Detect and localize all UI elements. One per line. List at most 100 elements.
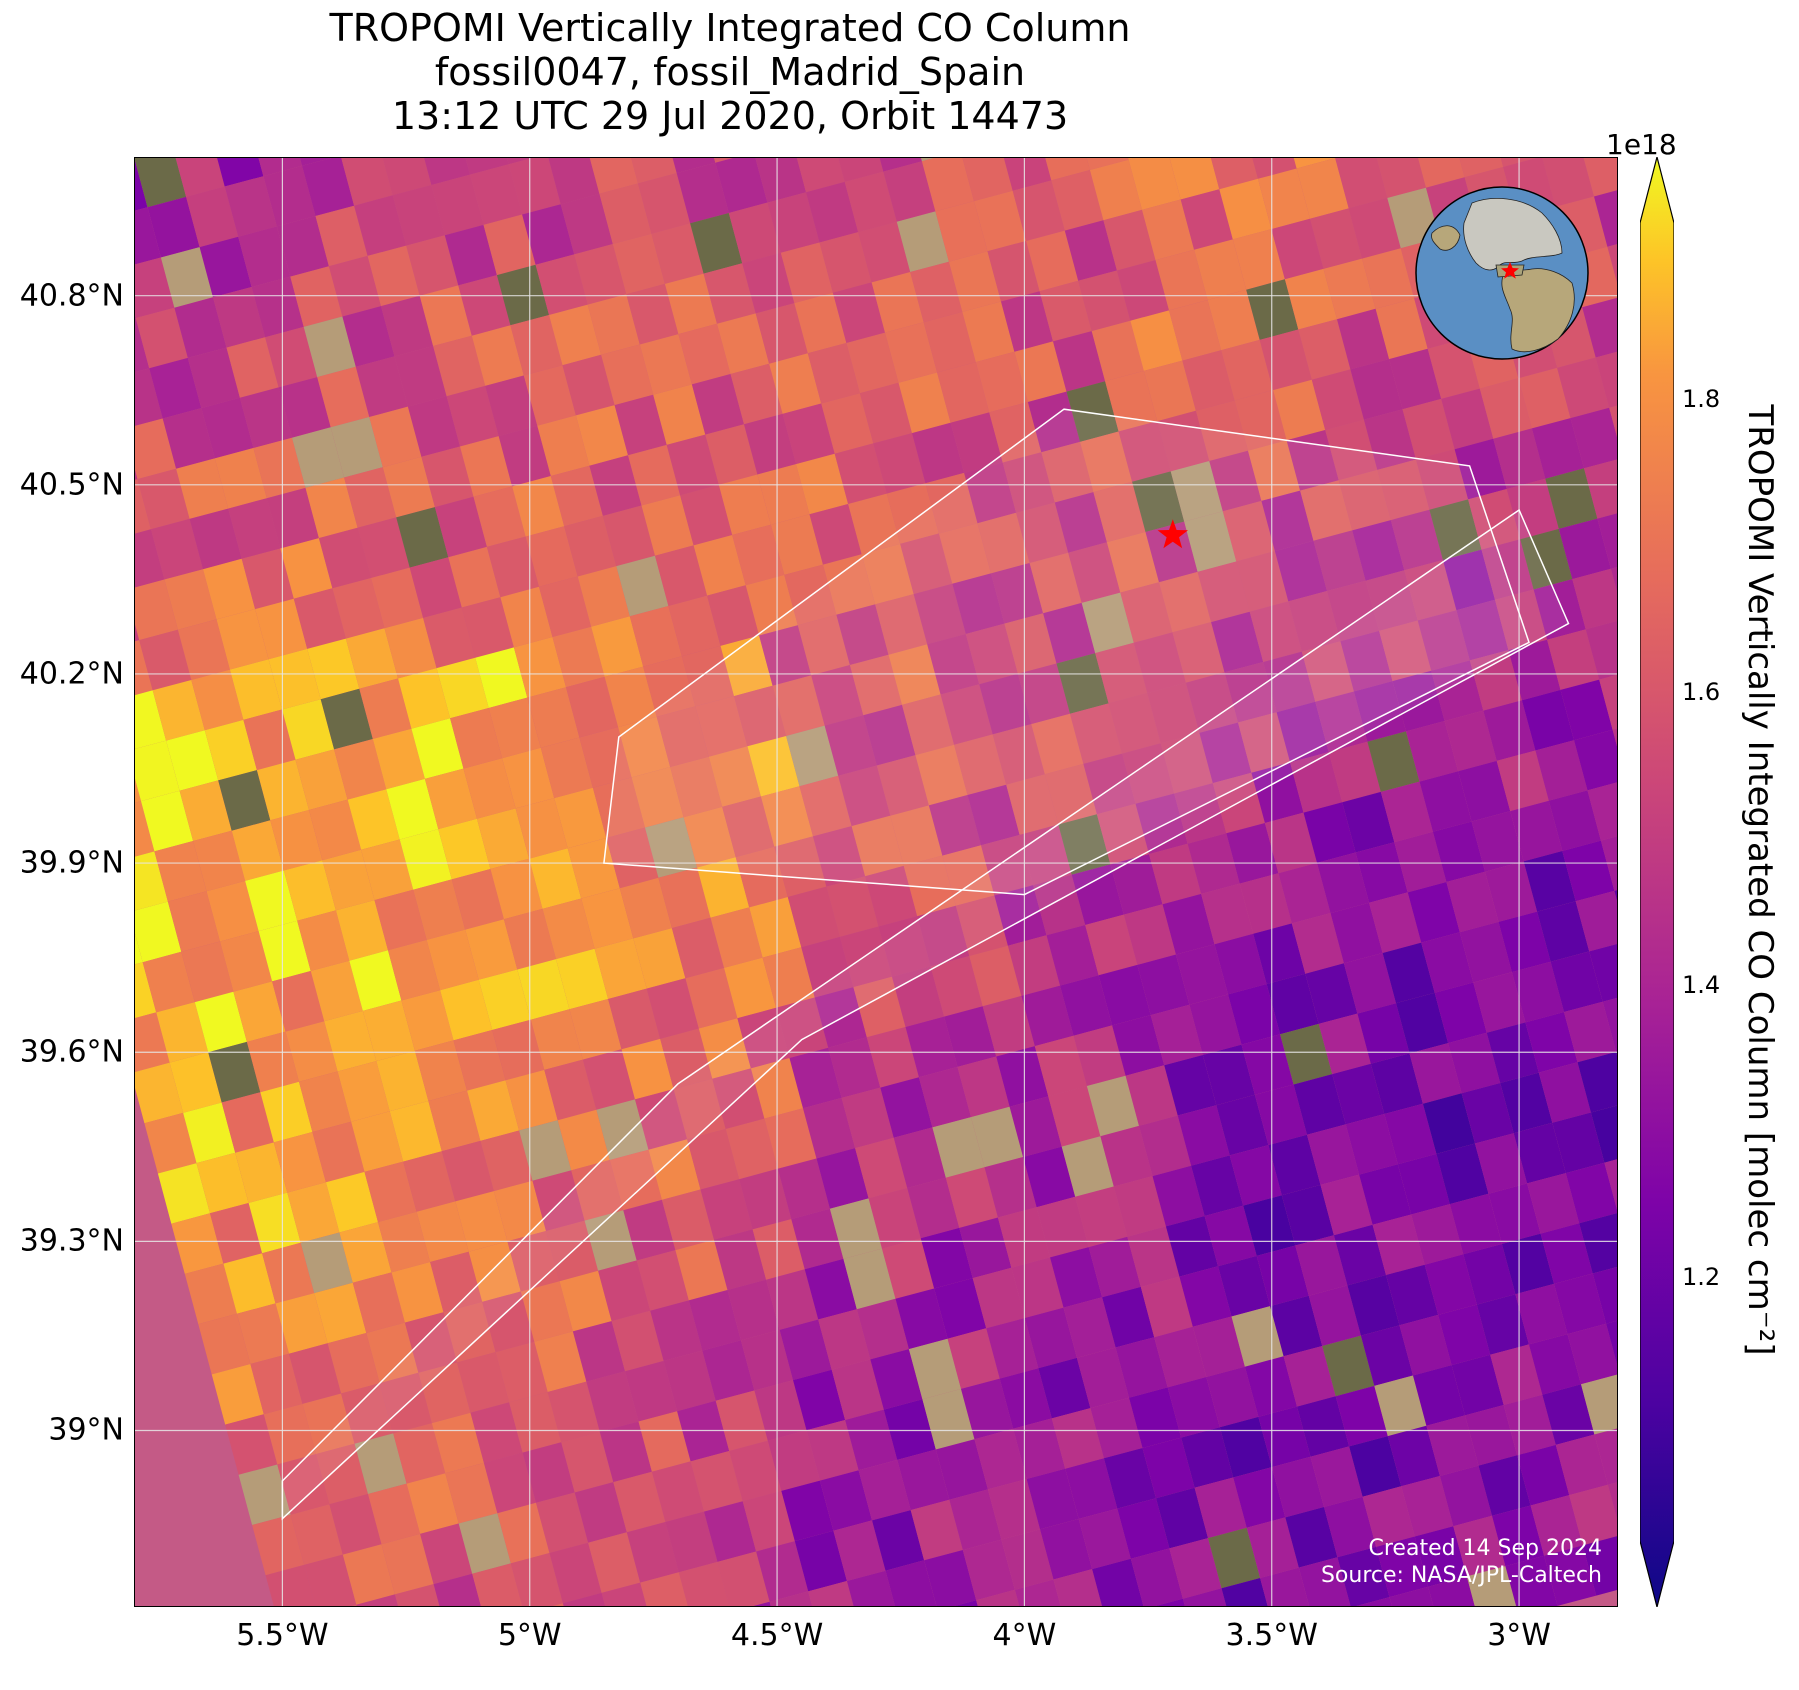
co-pixel [658, 867, 711, 929]
co-pixel [991, 563, 1044, 624]
co-pixel [309, 799, 362, 861]
lon-tick-label: 4°W [992, 1618, 1057, 1653]
co-pixel [1157, 410, 1210, 472]
co-pixel [334, 739, 387, 800]
co-pixel [1251, 762, 1304, 823]
co-pixel [1337, 1546, 1390, 1607]
co-pixel [278, 377, 331, 438]
co-pixel [1012, 180, 1065, 241]
co-pixel [587, 294, 640, 355]
co-pixel [782, 403, 835, 465]
co-pixel [890, 805, 943, 866]
co-pixel [866, 1027, 919, 1088]
co-pixel [863, 704, 916, 766]
co-pixel [1169, 300, 1222, 361]
co-pixel [903, 855, 956, 917]
co-pixel [1090, 1397, 1143, 1459]
co-pixel [1404, 560, 1457, 621]
co-pixel [796, 157, 845, 193]
co-pixel [989, 402, 1042, 463]
co-pixel [586, 1371, 639, 1432]
co-pixel [1239, 873, 1292, 934]
co-pixel [1318, 1013, 1371, 1075]
co-pixel [809, 504, 862, 565]
co-pixel [793, 1369, 846, 1431]
co-pixel [613, 1471, 666, 1533]
co-pixel [134, 418, 177, 480]
co-pixel [1602, 997, 1618, 1052]
co-pixel [134, 257, 175, 318]
co-pixel [619, 877, 672, 939]
co-pixel [332, 578, 385, 639]
co-pixel [1390, 509, 1443, 571]
co-pixel [614, 394, 667, 456]
co-pixel [292, 427, 345, 488]
co-pixel [160, 247, 213, 308]
co-pixel [1056, 653, 1109, 714]
co-pixel [1103, 209, 1156, 271]
co-pixel [1332, 1063, 1385, 1125]
co-pixel [1123, 904, 1176, 965]
co-pixel [1145, 521, 1198, 583]
co-pixel [1517, 1444, 1570, 1506]
co-pixel [1102, 1286, 1155, 1348]
co-pixel [253, 437, 306, 499]
co-pixel [924, 1550, 977, 1607]
co-pixel [1500, 157, 1541, 167]
co-pixel [1293, 157, 1336, 169]
co-pixel [777, 1158, 830, 1220]
co-pixel [433, 1573, 482, 1607]
co-pixel [134, 157, 148, 211]
co-pixel [908, 1338, 961, 1400]
co-pixel [379, 1372, 432, 1434]
co-pixel [248, 1192, 301, 1254]
co-pixel [858, 1459, 911, 1521]
co-pixel [1345, 1114, 1398, 1175]
co-pixel [744, 413, 796, 475]
co-pixel [1417, 610, 1470, 671]
co-pixel [330, 417, 383, 478]
co-pixel [1465, 1405, 1518, 1466]
co-pixel [372, 728, 425, 790]
co-pixel [134, 579, 178, 641]
co-pixel [1441, 388, 1494, 450]
co-pixel [1589, 943, 1618, 1002]
co-pixel [268, 648, 321, 710]
map-subtitle-site: fossil0047, fossil_Madrid_Spain [434, 50, 1026, 94]
co-pixel [1175, 944, 1228, 1005]
co-pixel [1320, 1174, 1373, 1236]
co-pixel [829, 1198, 882, 1259]
co-pixel [987, 1479, 1040, 1540]
co-pixel [1164, 1055, 1217, 1116]
co-pixel [1595, 351, 1618, 408]
co-pixel [1026, 1468, 1079, 1530]
co-pixel [559, 1270, 612, 1332]
co-pixel [134, 479, 151, 534]
co-pixel [498, 425, 551, 487]
co-pixel [443, 1301, 496, 1363]
co-pixel [1274, 540, 1327, 602]
co-pixel [589, 157, 638, 194]
co-pixel [725, 1118, 778, 1180]
co-pixel [1577, 1051, 1618, 1113]
co-pixel [918, 1066, 971, 1128]
co-pixel [954, 734, 1007, 795]
co-pixel [1050, 1247, 1103, 1308]
co-pixel [1560, 679, 1613, 741]
co-pixel [513, 637, 566, 698]
co-pixel [855, 1137, 908, 1199]
co-pixel [1444, 710, 1497, 772]
co-pixel [1189, 994, 1242, 1055]
co-pixel [1001, 291, 1053, 352]
co-pixel [1218, 1255, 1271, 1317]
co-pixel [1461, 1083, 1514, 1144]
co-pixel [1389, 348, 1442, 410]
co-pixel [201, 397, 254, 459]
co-pixel [255, 598, 308, 660]
co-pixel [1038, 1357, 1091, 1419]
co-pixel [297, 910, 350, 971]
co-pixel [974, 190, 1027, 252]
co-pixel [1170, 461, 1223, 522]
co-pixel [416, 1201, 469, 1262]
co-pixel [666, 434, 719, 496]
